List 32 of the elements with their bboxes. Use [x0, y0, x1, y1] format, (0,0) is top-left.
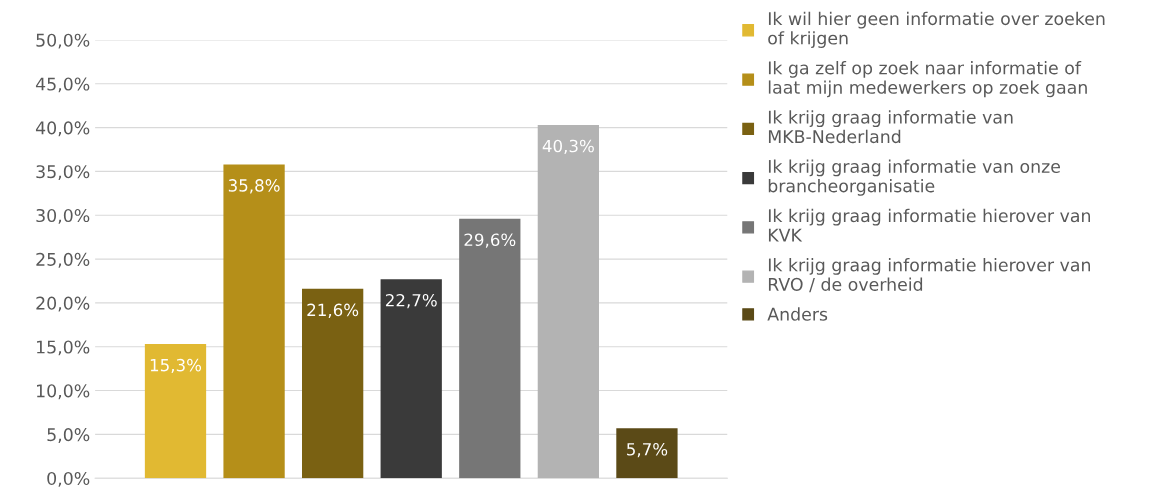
bar [616, 428, 678, 479]
legend-label: Ik krijg graag informatie van onze brancheorganisatie [768, 159, 1060, 196]
y-tick-label: 25,0% [36, 252, 90, 268]
bar [380, 279, 442, 479]
legend-label: Ik krijg graag informatie hierover van RVO / de overheid [768, 258, 1090, 293]
data-label: 35,8% [228, 179, 280, 194]
bar [302, 288, 364, 479]
bar [537, 124, 600, 479]
y-tick-label: 0,0% [47, 471, 90, 487]
legend-label: Ik wil hier geen informatie over zoeken of krijgen [768, 11, 1105, 48]
y-tick-label: 15,0% [37, 340, 90, 356]
bar [459, 218, 521, 479]
legend-label: Ik krijg graag informatie hierover van KVK [768, 208, 1090, 242]
bar [144, 344, 207, 479]
y-tick-label: 45,0% [35, 77, 90, 93]
y-tick-label: 50,0% [36, 33, 90, 49]
bar [223, 164, 285, 479]
y-tick-label: 35,0% [36, 165, 90, 181]
y-tick-label: 10,0% [37, 384, 90, 400]
y-tick-label: 20,0% [36, 296, 90, 312]
data-label: 29,6% [464, 233, 516, 248]
legend-label: Anders [767, 307, 828, 321]
legend-label: Ik krijg graag informatie van MKB-Nederland [768, 110, 1013, 144]
data-label: 5,7% [627, 442, 668, 458]
y-tick-label: 5,0% [47, 428, 90, 443]
data-label: 22,7% [385, 293, 437, 309]
data-label: 40,3% [542, 139, 594, 154]
data-label: 21,6% [307, 303, 359, 318]
y-tick-label: 30,0% [36, 208, 90, 224]
data-label: 15,3% [150, 358, 202, 374]
legend-label: Ik ga zelf op zoek naar informatie of laat mijn medewerkers op zoek gaan [768, 60, 1087, 98]
y-tick-label: 40,0% [35, 121, 90, 137]
